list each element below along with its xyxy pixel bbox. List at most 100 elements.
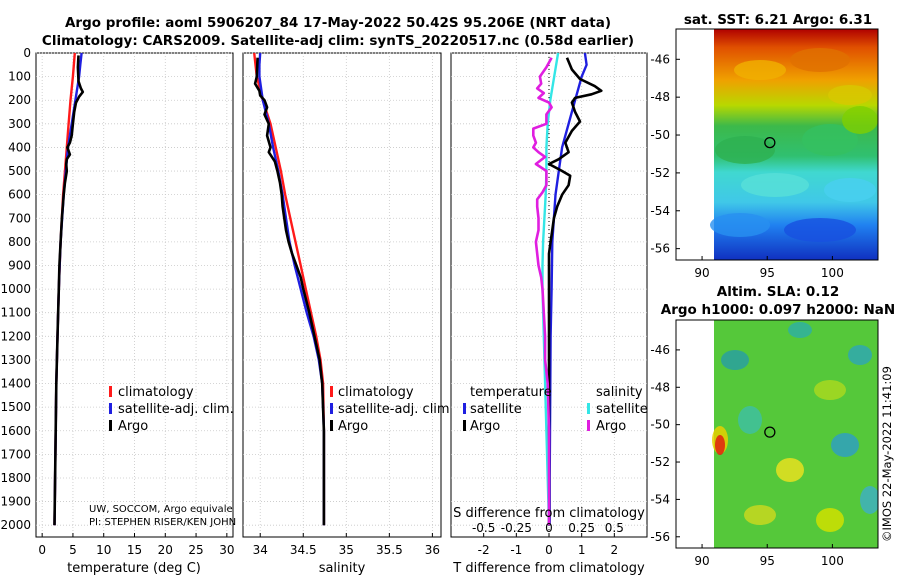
depth-tick-label: 0 [23, 46, 31, 60]
depth-tick-label: 1900 [0, 495, 31, 509]
x-tick-label-salinity: 0.25 [568, 521, 595, 535]
legend-label-s-argo: Argo [596, 419, 626, 434]
legend-swatch-s-argo [587, 420, 590, 431]
legend-label-argo: Argo [338, 419, 368, 434]
salinity-profile-panel: 34 34.5 35 35.5 36 salinity climatology sate… [242, 52, 454, 576]
x-tick-label: 10 [96, 543, 111, 557]
sst-texture-patch [790, 48, 850, 72]
map-y-tick-label: -52 [650, 455, 670, 469]
figure-title-line2: Climatology: CARS2009. Satellite-adj cli… [42, 33, 634, 49]
sst-texture-patch [824, 178, 876, 202]
legend-label-t-argo: Argo [470, 419, 500, 434]
depth-tick-label: 1100 [0, 306, 31, 320]
legend-label-s-satellite: satellite [596, 402, 648, 417]
map-y-tick-label: -56 [650, 242, 670, 256]
map-x-tick-label: 100 [821, 266, 844, 280]
legend-title-salinity: salinity [596, 385, 643, 400]
x-tick-label-salinity: 0.5 [605, 521, 624, 535]
depth-tick-label: 200 [8, 93, 31, 107]
depth-tick-label: 900 [8, 258, 31, 272]
salinity-xlabel: salinity [319, 561, 366, 576]
depth-tick-label: 1000 [0, 282, 31, 296]
depth-tick-label: 1600 [0, 424, 31, 438]
sla-texture-patch [831, 433, 859, 457]
x-tick-label: -1 [510, 543, 522, 557]
temperature-legend: climatology satellite-adj. clim. Argo [109, 385, 234, 434]
legend-label-climatology: climatology [338, 385, 414, 400]
map-x-tick-label: 90 [694, 554, 709, 568]
legend-label-satellite: satellite-adj. clim. [118, 402, 234, 417]
sst-texture-patch [802, 124, 858, 156]
series-line-argo [53, 55, 85, 526]
sla-argo-location-marker [764, 426, 776, 438]
sla-map-subtitle: Argo h1000: 0.097 h2000: NaN [661, 302, 895, 318]
depth-tick-label: 1800 [0, 471, 31, 485]
x-tick-label: 34.5 [290, 543, 317, 557]
x-tick-label: 1 [578, 543, 586, 557]
salinity-plot-area [242, 52, 442, 538]
map-y-tick-label: -52 [650, 166, 670, 180]
depth-tick-label: 2000 [0, 518, 31, 532]
legend-label-satellite: satellite-adj. clim. [338, 402, 454, 417]
sla-texture-patch [738, 406, 762, 434]
figure-title-line1: Argo profile: aoml 5906207_84 17-May-202… [65, 15, 611, 31]
sla-texture-patch [860, 486, 878, 514]
depth-tick-label: 1700 [0, 447, 31, 461]
sla-texture-patch [776, 458, 804, 482]
map-y-tick-label: -54 [650, 492, 670, 506]
imos-timestamp: ©IMOS 22-May-2022 11:41:09 [880, 366, 894, 542]
sla-texture-patch [848, 345, 872, 365]
legend-title-temperature: temperature [470, 385, 552, 400]
legend-swatch-satellite [109, 403, 112, 414]
depth-tick-label: 400 [8, 140, 31, 154]
x-tick-label: 35 [339, 543, 354, 557]
sla-map-panel: Altim. SLA: 0.12 Argo h1000: 0.097 h2000… [650, 284, 895, 568]
legend-swatch-climatology [109, 386, 112, 397]
sla-map-title: Altim. SLA: 0.12 [717, 284, 839, 300]
depth-tick-label: 300 [8, 117, 31, 131]
depth-tick-label: 1400 [0, 377, 31, 391]
depth-tick-label: 700 [8, 211, 31, 225]
temperature-xlabel: temperature (deg C) [67, 561, 201, 576]
legend-swatch-climatology [330, 386, 333, 397]
sst-argo-location-marker [764, 136, 776, 149]
x-tick-label: 2 [611, 543, 619, 557]
series-line-s-argo [531, 57, 553, 526]
sst-texture-patch [710, 213, 770, 237]
legend-swatch-argo [330, 420, 333, 431]
map-y-tick-label: -56 [650, 530, 670, 544]
depth-tick-label: 500 [8, 164, 31, 178]
legend-label-t-satellite: satellite [470, 402, 522, 417]
map-y-tick-label: -48 [650, 380, 670, 394]
sla-land-mask [676, 320, 714, 548]
map-x-tick-label: 100 [821, 554, 844, 568]
series-line-t-argo [547, 57, 603, 526]
map-y-tick-label: -48 [650, 90, 670, 104]
credit-line2: PI: STEPHEN RISER/KEN JOHN [89, 517, 236, 528]
x-tick-label-salinity: -0.5 [472, 521, 495, 535]
x-tick-label: 0 [545, 543, 553, 557]
sst-land-mask [676, 29, 714, 260]
sla-texture-patch [814, 380, 846, 400]
legend-label-climatology: climatology [118, 385, 194, 400]
map-y-tick-label: -50 [650, 418, 670, 432]
legend-swatch-argo [109, 420, 112, 431]
depth-tick-label: 1500 [0, 400, 31, 414]
legend-swatch-satellite [330, 403, 333, 414]
sst-texture-patch [842, 106, 878, 134]
sla-texture-patch [721, 350, 749, 370]
sst-texture-patch [784, 218, 856, 242]
map-x-tick-label: 95 [760, 266, 775, 280]
x-tick-label-salinity: 0 [545, 521, 553, 535]
series-line-argo [253, 57, 326, 526]
difference-xlabel-salinity: S difference from climatology [453, 506, 645, 521]
sla-texture-patch [816, 508, 844, 532]
sst-map-frame [675, 28, 879, 261]
difference-legend: temperature salinity satellite Argo sate… [463, 385, 648, 434]
x-tick-label: 20 [158, 543, 173, 557]
sla-texture-patch [715, 435, 725, 455]
sst-texture-patch [715, 136, 775, 164]
legend-swatch-s-satellite [587, 403, 590, 414]
x-tick-label: 30 [219, 543, 234, 557]
x-tick-label: 36 [425, 543, 440, 557]
